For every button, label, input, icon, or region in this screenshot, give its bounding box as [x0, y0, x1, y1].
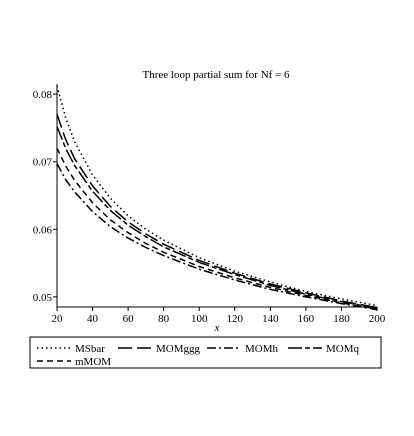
x-tick-label: 120	[227, 313, 244, 325]
x-tick-label: 140	[262, 313, 279, 325]
y-ticks: 0.05 0.06 0.07 0.08	[33, 89, 57, 304]
x-tick-label: 20	[52, 313, 64, 325]
series-line-msbar	[56, 85, 378, 307]
y-tick-label: 0.08	[33, 89, 53, 101]
y-tick-label: 0.06	[33, 224, 53, 236]
series-line-mmom	[56, 147, 378, 310]
legend-label-momh: MOMh	[245, 343, 279, 355]
y-tick-label: 0.07	[33, 157, 53, 169]
x-tick-label: 200	[369, 313, 386, 325]
legend-label-msbar: MSbar	[75, 343, 105, 355]
series-line-momggg	[56, 114, 378, 309]
series-group	[56, 85, 378, 311]
x-tick-label: 100	[191, 313, 208, 325]
x-tick-label: 80	[158, 313, 170, 325]
legend-label-mmom: mMOM	[75, 356, 111, 368]
series-line-momh	[56, 163, 378, 311]
legend-label-momq: MOMq	[326, 343, 360, 355]
x-axis-label: x	[214, 322, 220, 334]
legend: MSbar MOMggg MOMh MOMq mMOM	[29, 336, 382, 369]
x-tick-label: 60	[123, 313, 135, 325]
x-tick-label: 40	[87, 313, 99, 325]
x-tick-label: 180	[333, 313, 350, 325]
y-tick-label: 0.05	[33, 292, 53, 304]
x-tick-label: 160	[298, 313, 315, 325]
x-ticks: 20 40 60 80 100 120 140 160 180 200	[52, 307, 386, 325]
legend-label-momggg: MOMggg	[156, 343, 201, 355]
plot-area: 20 40 60 80 100 120 140 160 180 200 0.050.060.070…	[33, 84, 386, 325]
series-line-momq	[56, 126, 378, 310]
chart-title: Three loop partial sum for Nf = 6	[142, 69, 290, 81]
legend-box	[29, 336, 382, 369]
